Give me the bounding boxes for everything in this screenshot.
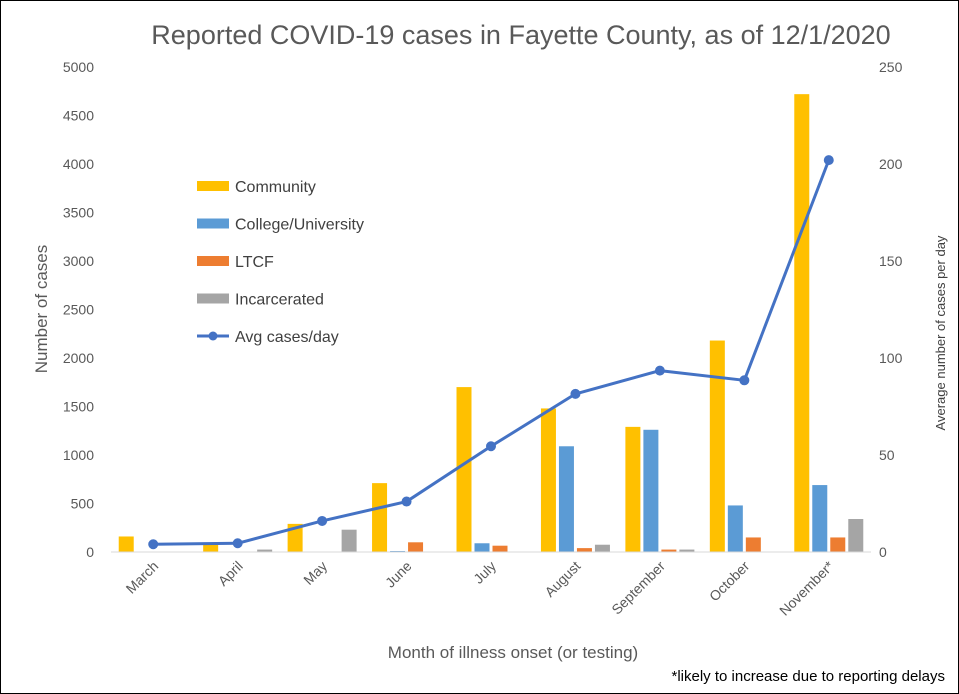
y-tick-label: 1500 bbox=[63, 399, 94, 415]
y-tick-label: 0 bbox=[86, 544, 94, 560]
legend-marker bbox=[208, 331, 218, 341]
y2-axis-ticks: 0 50 100 150 200 250 bbox=[879, 59, 903, 560]
bar-incarcerated bbox=[257, 549, 273, 552]
legend-label-avg-cases-day: Avg cases/day bbox=[235, 329, 339, 346]
avg-cases-point bbox=[317, 515, 328, 526]
bar-incarcerated bbox=[679, 549, 695, 552]
x-tick-label: October bbox=[706, 558, 753, 605]
legend-label-college-university: College/University bbox=[235, 217, 364, 234]
y-tick-label: 500 bbox=[71, 496, 95, 512]
y2-tick-label: 50 bbox=[879, 447, 895, 463]
y2-tick-label: 0 bbox=[879, 544, 887, 560]
bar-community bbox=[372, 483, 388, 552]
x-tick-label: May bbox=[300, 558, 330, 588]
y2-tick-label: 150 bbox=[879, 253, 903, 269]
bar-community bbox=[203, 543, 219, 552]
y2-axis-title: Average number of cases per day bbox=[933, 235, 948, 430]
bar-community bbox=[118, 536, 134, 552]
x-tick-label: November* bbox=[776, 557, 837, 618]
bar-incarcerated bbox=[594, 544, 610, 552]
bar-college-university bbox=[643, 429, 659, 552]
x-tick-label: June bbox=[382, 558, 415, 591]
bar-community bbox=[625, 426, 641, 552]
bar-community bbox=[287, 523, 303, 552]
y-tick-label: 1000 bbox=[63, 447, 94, 463]
y-tick-label: 4500 bbox=[63, 108, 94, 124]
legend-swatch-incarcerated bbox=[197, 293, 229, 304]
legend-swatch-community bbox=[197, 181, 229, 191]
bar-ltcf bbox=[492, 545, 508, 552]
y-axis-title: Number of cases bbox=[32, 245, 51, 374]
x-tick-label: March bbox=[123, 558, 162, 597]
avg-cases-point bbox=[823, 155, 834, 166]
avg-cases-point bbox=[654, 365, 665, 376]
avg-cases-point bbox=[232, 538, 243, 549]
bar-community bbox=[456, 387, 472, 552]
footnote: *likely to increase due to reporting del… bbox=[672, 668, 946, 685]
bar-community bbox=[540, 408, 556, 552]
bar-college-university bbox=[474, 543, 490, 552]
chart-title: Reported COVID-19 cases in Fayette Count… bbox=[151, 20, 890, 50]
legend-label-community: Community bbox=[235, 179, 316, 196]
x-tick-label: September bbox=[608, 558, 668, 618]
legend-label-incarcerated: Incarcerated bbox=[235, 292, 324, 309]
y-tick-label: 2000 bbox=[63, 350, 94, 366]
bar-ltcf bbox=[830, 537, 846, 552]
bar-ltcf bbox=[576, 548, 592, 552]
y-tick-label: 3000 bbox=[63, 253, 94, 269]
bar-community bbox=[794, 94, 810, 552]
bar-ltcf bbox=[745, 537, 761, 552]
legend-label-ltcf: LTCF bbox=[235, 254, 274, 271]
y2-tick-label: 100 bbox=[879, 350, 903, 366]
avg-cases-point bbox=[148, 539, 159, 550]
avg-cases-point bbox=[739, 375, 750, 386]
y2-tick-label: 200 bbox=[879, 156, 903, 172]
avg-line-group bbox=[148, 155, 834, 550]
x-tick-label: July bbox=[470, 558, 499, 587]
legend: Community College/University LTCF Incarcera… bbox=[197, 179, 364, 346]
y-tick-label: 3500 bbox=[63, 205, 94, 221]
x-tick-label: August bbox=[541, 558, 583, 600]
bar-incarcerated bbox=[341, 529, 357, 552]
bar-ltcf bbox=[661, 549, 677, 552]
legend-swatch-college-university bbox=[197, 218, 229, 229]
bar-ltcf bbox=[408, 542, 424, 552]
y-tick-label: 5000 bbox=[63, 59, 94, 75]
x-axis-ticks: March April May June July August September Octo… bbox=[123, 557, 838, 618]
bar-college-university bbox=[727, 505, 743, 552]
avg-cases-point bbox=[486, 441, 496, 452]
y-tick-label: 2500 bbox=[63, 302, 94, 318]
bars bbox=[118, 94, 864, 552]
y2-tick-label: 250 bbox=[879, 59, 903, 75]
avg-cases-point bbox=[570, 388, 581, 399]
y-axis-ticks: 0 500 1000 1500 2000 2500 3000 3500 4000 4500 5000 bbox=[63, 59, 94, 560]
legend-swatch-ltcf bbox=[197, 256, 229, 266]
x-axis-title: Month of illness onset (or testing) bbox=[388, 643, 638, 662]
x-tick-label: April bbox=[215, 558, 246, 589]
y-tick-label: 4000 bbox=[63, 156, 94, 172]
bar-college-university bbox=[812, 485, 828, 552]
bar-incarcerated bbox=[848, 519, 864, 552]
bar-college-university bbox=[558, 446, 574, 552]
avg-cases-point bbox=[401, 496, 412, 507]
bar-community bbox=[709, 340, 725, 552]
